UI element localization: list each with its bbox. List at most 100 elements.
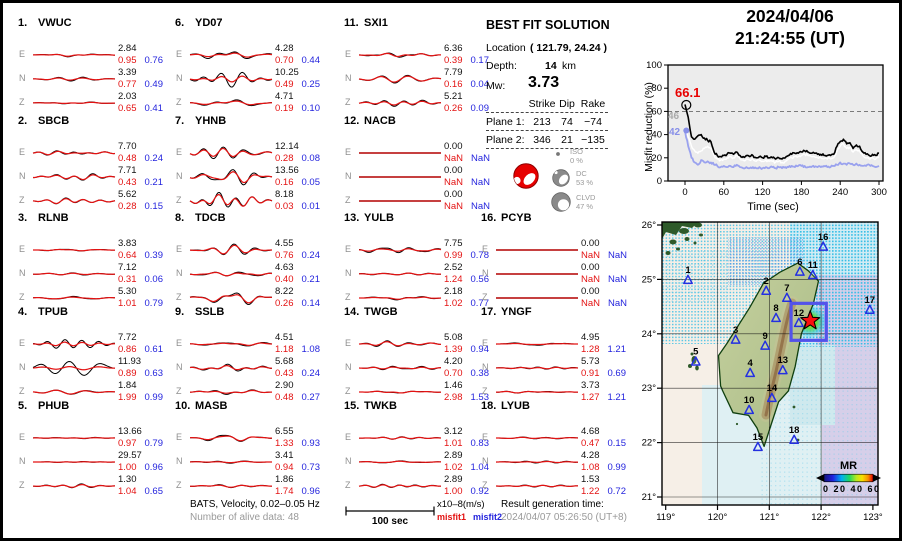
station-header: 12. NACB [344, 115, 396, 127]
amplitude-value: 8.18 [275, 189, 294, 200]
station-name: SSLB [195, 306, 225, 318]
misfit1-value: 1.74 [275, 486, 294, 497]
trace-row: E 3.83 0.64 0.39 [18, 238, 183, 262]
waveform-trace [358, 460, 442, 464]
iso-label: ISO [570, 147, 583, 156]
waveform-trace [495, 390, 579, 394]
waveform-trace [496, 273, 578, 275]
station-block: 18. LYUB E 4.68 0.47 0.15 N 4.28 1.08 0.99 Z 1.53 1.… [481, 400, 646, 498]
trace-row: Z 1.53 1.22 0.72 [481, 474, 646, 498]
station-name: MASB [195, 400, 228, 412]
plane1-dip: 74 [561, 116, 573, 128]
station-number: 10. [175, 400, 191, 412]
amplitude-value: 2.84 [118, 43, 137, 54]
misfit1-value: NaN [581, 274, 601, 285]
waveform-trace [189, 99, 273, 107]
misfit2-value: 0.15 [607, 438, 627, 449]
component-label: E [176, 244, 183, 254]
waveform-trace [495, 436, 579, 440]
amplitude-value: 2.18 [444, 286, 463, 297]
station-block: 10. MASB E 6.55 1.33 0.93 N 3.41 0.94 0.73 Z 1.86 1.… [175, 400, 340, 497]
waveform-trace [359, 152, 441, 154]
station-block: 15. TWKB E 3.12 1.01 0.83 N 2.89 1.02 1.04 Z 2.89 1.… [344, 400, 509, 497]
svg-text:60: 60 [651, 106, 662, 117]
misfit1-value: 0.77 [118, 79, 137, 90]
lon-tick-label: 122° [811, 512, 831, 523]
amplitude-value: 4.95 [581, 332, 600, 343]
amplitude-value: 0.00 [444, 189, 463, 200]
waveform-trace [32, 248, 116, 252]
secondary-solution-marker [683, 127, 690, 134]
waveform-trace [358, 52, 442, 58]
component-label: Z [19, 292, 25, 302]
station-header: 6. YD07 [175, 17, 223, 29]
station-marker-label: 6 [797, 257, 802, 268]
amplitude-value: 29.57 [118, 450, 142, 461]
plane1-rake: −74 [584, 116, 602, 128]
misfit2-value: 0.21 [144, 177, 164, 188]
svg-text:240: 240 [832, 187, 848, 198]
misfit1-value: 0.16 [444, 79, 463, 90]
station-number: 3. [18, 212, 28, 224]
station-marker [744, 404, 755, 415]
station-header: 3. RLNB [18, 212, 69, 224]
station-marker [818, 241, 829, 251]
scale-bar-label: 100 sec [371, 516, 409, 527]
amplitude-value: 4.55 [275, 238, 294, 249]
misfit1-value: 1.33 [275, 438, 294, 449]
station-name: PHUB [38, 400, 70, 412]
misfit1-value: 0.86 [118, 344, 137, 355]
component-label: E [19, 338, 26, 348]
misfit1-value: NaN [444, 177, 464, 188]
location-label: Location [486, 42, 526, 54]
component-label: E [482, 432, 489, 442]
misfit2-value: 0.99 [144, 392, 164, 403]
waveform-trace [189, 460, 273, 464]
station-block: 5. PHUB E 13.66 0.97 0.79 N 29.57 1.00 0.96 Z 1.30 1… [18, 400, 183, 497]
station-header: 4. TPUB [18, 306, 68, 318]
misfit1-value: 0.48 [275, 392, 294, 403]
component-label: Z [345, 195, 351, 205]
trace-row: E 4.68 0.47 0.15 [481, 426, 646, 450]
trace-row: Z 1.46 2.98 1.53 [344, 380, 509, 404]
event-date: 2024/04/06 [746, 6, 834, 26]
plane2-strike: 346 [533, 134, 551, 146]
misfit2-value: 0.01 [301, 201, 321, 212]
misfit2-value: 0.96 [301, 486, 321, 497]
misfit2-value: 0.24 [144, 153, 164, 164]
station-marker [730, 334, 741, 344]
waveform-trace [189, 292, 273, 306]
misfit2-value: 0.38 [470, 368, 490, 379]
mw-label: Mw: [486, 80, 506, 92]
station-marker [789, 434, 800, 445]
trace-row: E 4.55 0.76 0.24 [175, 238, 340, 262]
station-header: 7. YHNB [175, 115, 226, 127]
station-header: 2. SBCB [18, 115, 69, 127]
misfit1-value: 1.28 [581, 344, 600, 355]
station-header: 8. TDCB [175, 212, 226, 224]
station-marker-label: 12 [794, 308, 805, 319]
trace-row: E 4.28 0.70 0.44 [175, 43, 340, 67]
trace-row: N 3.39 0.77 0.49 [18, 67, 183, 91]
trace-row: Z 0.00 NaN NaN [481, 286, 646, 310]
component-label: N [19, 456, 26, 466]
station-marker [760, 340, 771, 350]
amplitude-value: 0.00 [581, 238, 600, 249]
waveform-trace [32, 173, 116, 181]
station-name: SBCB [38, 115, 70, 127]
misfit1-value: 1.24 [444, 274, 463, 285]
dc-icon [552, 169, 570, 187]
result-time-value: 2024/04/07 05:26:50 (UT+8) [501, 512, 627, 523]
component-label: Z [482, 386, 488, 396]
component-label: N [345, 362, 352, 372]
misfit1-value: 0.31 [118, 274, 137, 285]
misfit1-value: NaN [581, 250, 601, 261]
station-marker-label: 7 [784, 283, 789, 294]
waveform-trace [495, 366, 579, 370]
station-number: 1. [18, 17, 28, 29]
misfit2-value: 0.77 [470, 298, 490, 309]
misfit-plot: 0 20 40 60 80 100 0 60 120 180 240 300 Misfit reduc… [643, 60, 887, 213]
station-marker [781, 292, 792, 303]
station-marker-label: 2 [764, 276, 769, 287]
station-block: 6. YD07 E 4.28 0.70 0.44 N 10.25 0.49 0.25 Z 4.71 0.… [175, 17, 340, 114]
